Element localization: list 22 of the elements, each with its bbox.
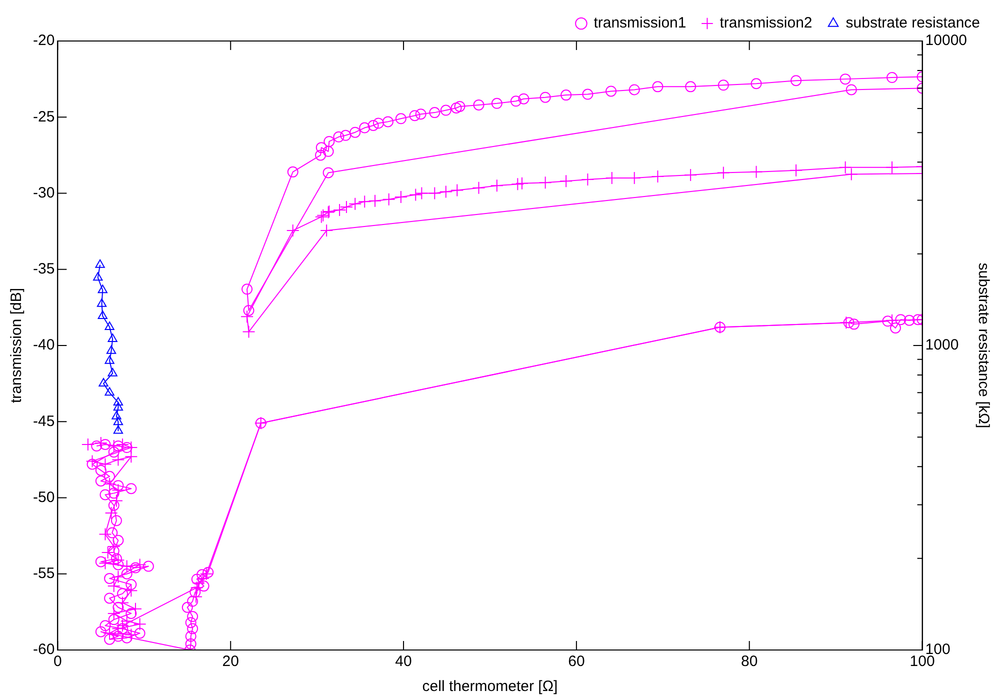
y-axis-title: transmission [dB] — [8, 288, 26, 404]
x-axis-title: cell thermometer [Ω] — [422, 678, 558, 696]
y-tick-label: -30 — [32, 184, 55, 202]
x-tick-label: 80 — [741, 653, 758, 670]
legend-label: substrate resistance — [846, 14, 980, 32]
y2-tick-label: 1000 — [925, 336, 959, 354]
y-tick-label: -40 — [32, 336, 55, 354]
y2-axis-title: substrate resistance [kΩ] — [974, 262, 992, 428]
legend-label: transmission1 — [594, 14, 686, 32]
legend-label: transmission2 — [720, 14, 812, 32]
y-tick-label: -45 — [32, 412, 55, 430]
y-tick-label: -50 — [32, 488, 55, 506]
x-tick-label: 40 — [395, 653, 412, 670]
y-tick-label: -35 — [32, 260, 55, 278]
y-tick-label: -55 — [32, 565, 55, 582]
y2-tick-label: 10000 — [925, 32, 968, 50]
y-tick-label: -20 — [32, 32, 55, 50]
y-tick-label: -25 — [32, 108, 55, 126]
x-tick-label: 0 — [54, 653, 62, 670]
y-tick-label: -60 — [32, 641, 55, 658]
x-tick-label: 60 — [568, 653, 585, 670]
x-tick-label: 20 — [222, 653, 239, 670]
